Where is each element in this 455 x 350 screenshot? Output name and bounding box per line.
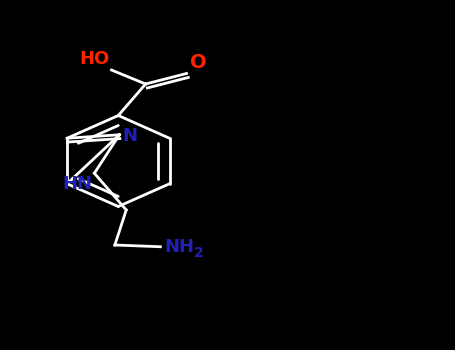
Text: HO: HO <box>79 50 109 68</box>
Text: N: N <box>122 127 137 145</box>
Text: 2: 2 <box>193 246 203 260</box>
Text: HN: HN <box>62 175 92 193</box>
Text: NH: NH <box>164 238 194 256</box>
Text: O: O <box>190 53 207 72</box>
